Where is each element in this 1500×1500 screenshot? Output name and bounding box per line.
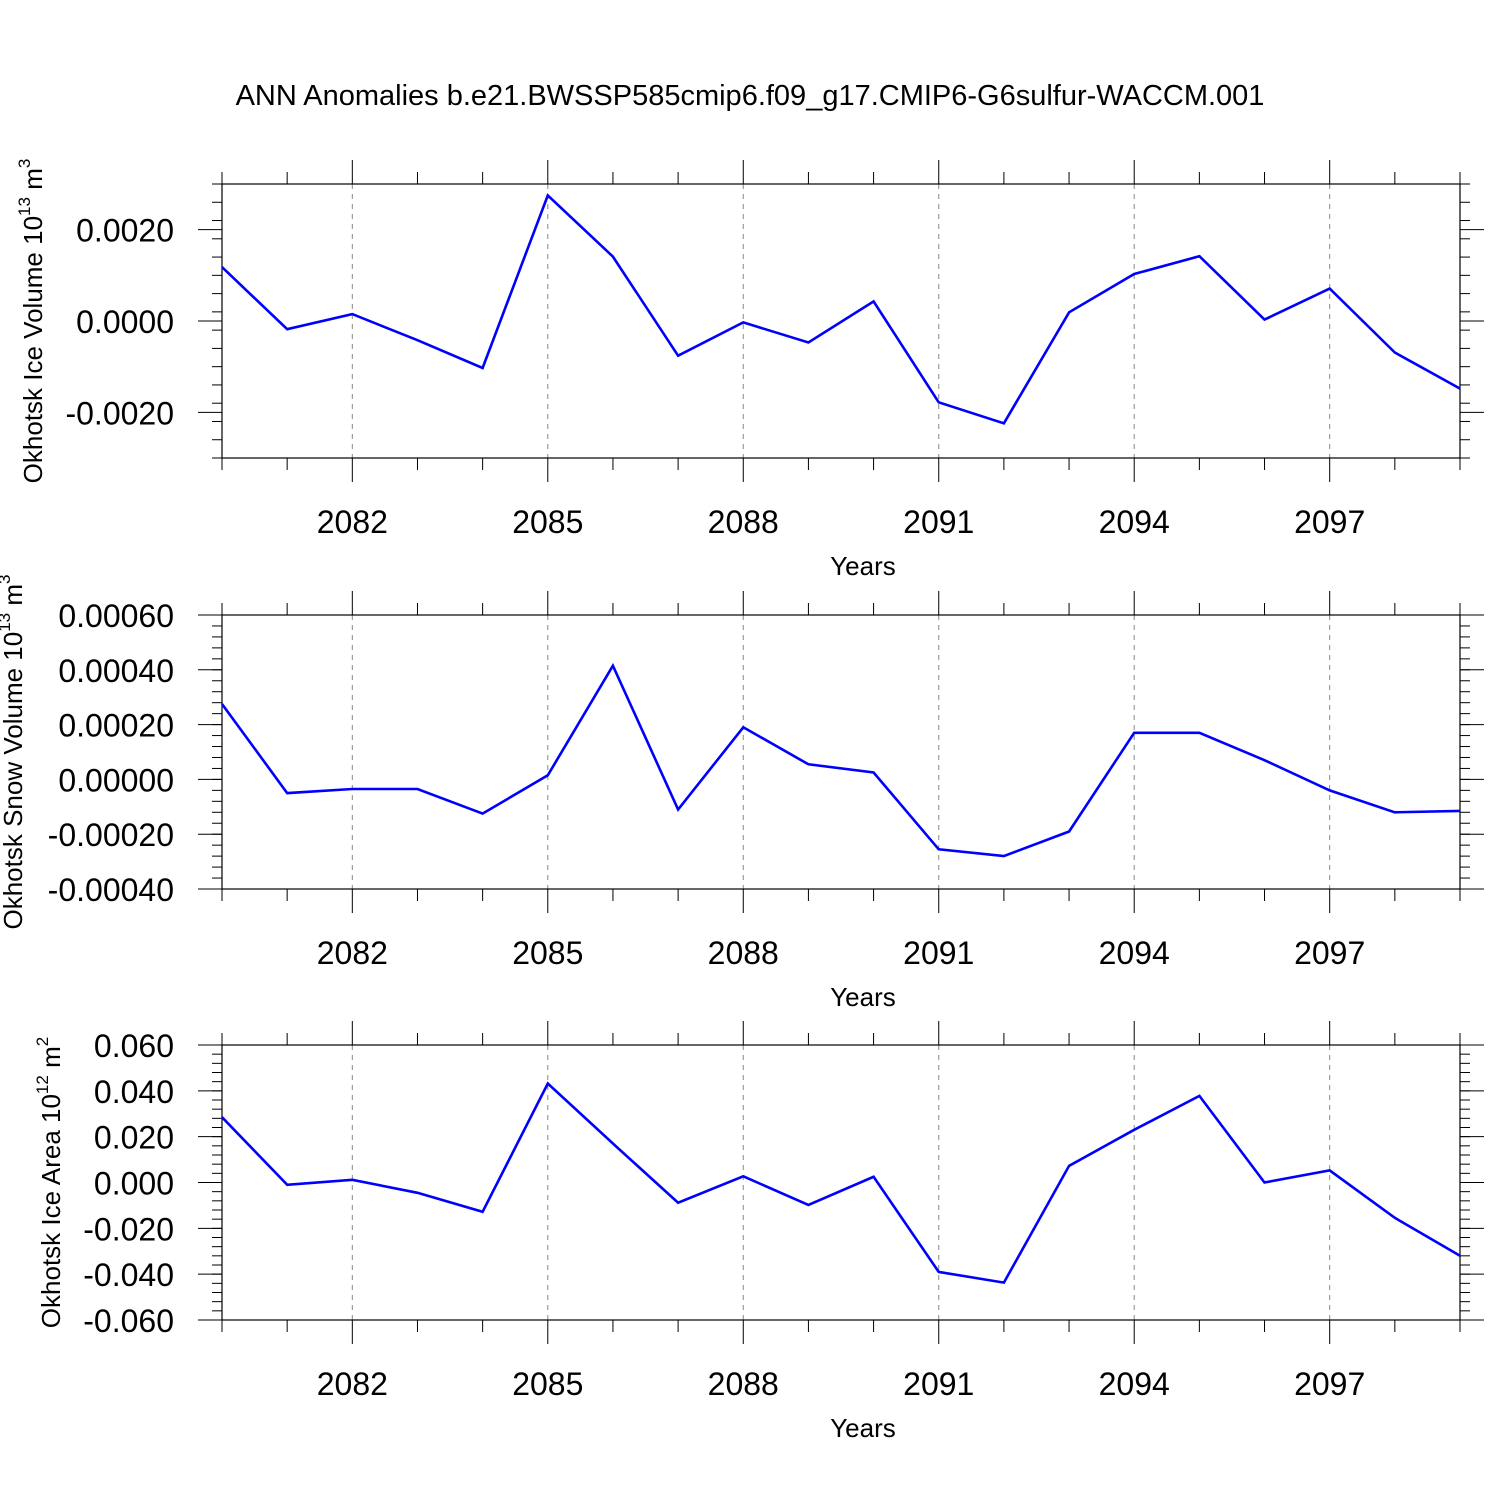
x-tick-label: 2091 <box>903 935 974 971</box>
y-tick-label: -0.040 <box>83 1257 174 1293</box>
y-tick-label: 0.00040 <box>58 653 174 689</box>
x-tick-label: 2082 <box>317 504 388 540</box>
panel-3: -0.060 -0.040 -0.020 0.000 0.020 0.040 0.060 20… <box>33 1021 1484 1443</box>
x-axis-label: Years <box>830 1413 896 1443</box>
panel-1: -0.0020 0.0000 0.0020 2082 2085 2088 2091 2094 2… <box>15 159 1484 581</box>
series-line <box>220 662 1461 858</box>
x-tick-label: 2091 <box>903 504 974 540</box>
y-tick-label: -0.060 <box>83 1303 174 1339</box>
x-tick-label: 2082 <box>317 1366 388 1402</box>
series-line <box>221 193 1461 425</box>
y-axis-label: Okhotsk Ice Volume 1013 m3 <box>15 159 48 484</box>
y-tick-label: 0.000 <box>94 1166 174 1202</box>
y-axis-label: Okhotsk Ice Area 1012 m2 <box>33 1037 66 1328</box>
x-tick-label: 2085 <box>512 504 583 540</box>
y-tick-label: 0.020 <box>94 1120 174 1156</box>
y-tick-label: 0.00000 <box>58 762 174 798</box>
x-tick-label: 2097 <box>1294 1366 1365 1402</box>
x-tick-label: 2085 <box>512 1366 583 1402</box>
y-tick-label: 0.0020 <box>76 213 174 249</box>
x-tick-label: 2088 <box>708 935 779 971</box>
y-tick-label: 0.060 <box>94 1028 174 1064</box>
plot-frame <box>221 614 1461 890</box>
x-tick-label: 2097 <box>1294 504 1365 540</box>
series-line <box>221 1081 1461 1285</box>
x-tick-label: 2085 <box>512 935 583 971</box>
y-tick-label: -0.00020 <box>48 817 174 853</box>
y-axis-label: Okhotsk Snow Volume 1013 m3 <box>0 575 28 930</box>
y-tick-label: 0.00020 <box>58 708 174 744</box>
y-tick-label: 0.040 <box>94 1074 174 1110</box>
y-tick-label: -0.00040 <box>48 872 174 908</box>
plot-frame <box>221 1044 1461 1321</box>
x-tick-label: 2094 <box>1099 1366 1170 1402</box>
x-tick-label: 2094 <box>1099 935 1170 971</box>
y-tick-label: -0.020 <box>83 1211 174 1247</box>
x-tick-label: 2097 <box>1294 935 1365 971</box>
panel-2: -0.00040 -0.00020 0.00000 0.00020 0.00040 0.0… <box>0 575 1484 1012</box>
x-tick-label: 2088 <box>708 1366 779 1402</box>
x-axis-label: Years <box>830 982 896 1012</box>
chart-title: ANN Anomalies b.e21.BWSSP585cmip6.f09_g1… <box>235 80 1265 112</box>
x-tick-label: 2088 <box>708 504 779 540</box>
y-tick-label: -0.0020 <box>65 395 174 431</box>
y-tick-label: 0.0000 <box>76 304 174 340</box>
x-tick-label: 2091 <box>903 1366 974 1402</box>
x-tick-label: 2082 <box>317 935 388 971</box>
x-tick-label: 2094 <box>1099 504 1170 540</box>
x-axis-label: Years <box>830 551 896 581</box>
y-tick-label: 0.00060 <box>58 598 174 634</box>
